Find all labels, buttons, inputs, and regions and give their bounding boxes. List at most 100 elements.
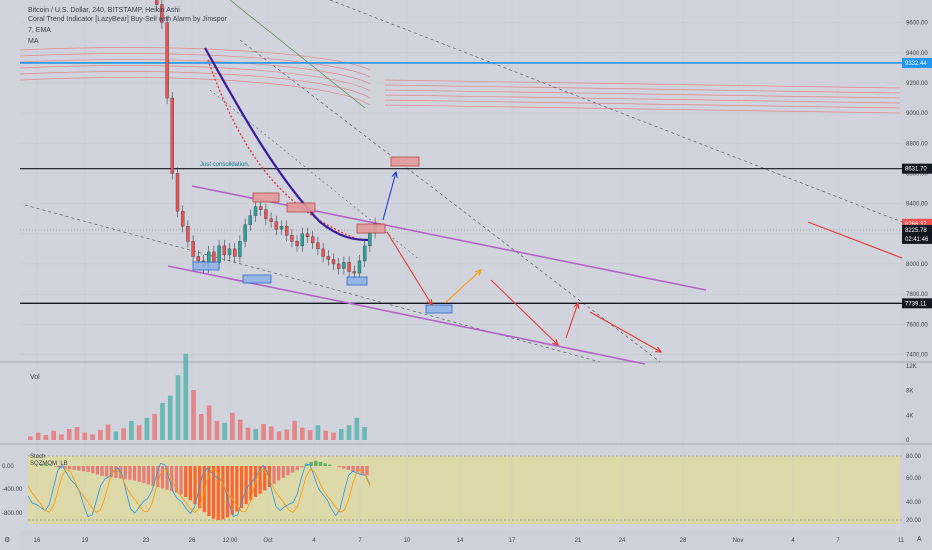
volume-pane[interactable] [28, 353, 367, 440]
sqzmom-bar[interactable] [365, 466, 369, 476]
sqzmom-bar[interactable] [146, 466, 151, 485]
red-arrow[interactable] [386, 231, 433, 306]
sqzmom-bar[interactable] [304, 464, 309, 466]
volume-bar[interactable] [362, 427, 367, 440]
candle-body[interactable] [285, 226, 289, 236]
price-tag[interactable] [902, 224, 932, 235]
sqzmom-bar[interactable] [160, 466, 165, 489]
sqzmom-bar[interactable] [207, 466, 211, 517]
sqzmom-bar[interactable] [281, 466, 285, 478]
candle-body[interactable] [316, 242, 320, 250]
candle-body[interactable] [259, 206, 263, 210]
candle-body[interactable] [274, 221, 278, 230]
candle-body[interactable] [253, 206, 258, 216]
candle-body[interactable] [154, 0, 159, 5]
candle-body[interactable] [191, 241, 195, 257]
sqzmom-bar[interactable] [351, 466, 355, 472]
sqzmom-bar[interactable] [132, 466, 137, 481]
candle-body[interactable] [347, 262, 351, 272]
volume-bar[interactable] [160, 403, 165, 440]
channel-upper[interactable] [191, 185, 707, 291]
sqzmom-bar[interactable] [286, 466, 290, 476]
sqzmom-bar[interactable] [63, 466, 67, 469]
candle-body[interactable] [238, 241, 242, 257]
candle-body[interactable] [363, 245, 367, 262]
sqzmom-bar[interactable] [188, 466, 192, 501]
volume-bar[interactable] [121, 428, 126, 440]
sqzmom-bar[interactable] [53, 466, 58, 467]
volume-bar[interactable] [354, 417, 360, 440]
candle-body[interactable] [175, 173, 180, 212]
sqzmom-bar[interactable] [235, 466, 239, 512]
sqzmom-bar[interactable] [128, 466, 132, 480]
orange-arrow[interactable] [444, 269, 482, 304]
sqzmom-bar[interactable] [258, 466, 262, 494]
volume-bar[interactable] [152, 414, 158, 440]
sqzmom-bar[interactable] [253, 466, 258, 497]
volume-bar[interactable] [82, 432, 88, 440]
overlay[interactable] [192, 47, 663, 353]
sqzmom-bar[interactable] [230, 466, 234, 515]
volume-bar[interactable] [261, 423, 266, 440]
sqzmom-bar[interactable] [337, 466, 341, 468]
volume-bar[interactable] [167, 395, 173, 440]
volume-bar[interactable] [222, 422, 227, 440]
sqzmom-bar[interactable] [346, 466, 351, 470]
candle-body[interactable] [180, 210, 185, 227]
candle-body[interactable] [186, 226, 190, 242]
sqzmom-bar[interactable] [58, 466, 62, 468]
red-arrow[interactable] [490, 279, 559, 346]
timezone-icon[interactable]: ⚙ [4, 537, 11, 544]
sqzmom-bar[interactable] [300, 466, 304, 468]
candle-body[interactable] [227, 248, 232, 256]
volume-bar[interactable] [105, 424, 111, 440]
volume-bar[interactable] [315, 425, 321, 440]
candle-body[interactable] [342, 262, 346, 269]
sell-zone-box[interactable] [390, 156, 420, 167]
legend-ema[interactable]: 7, EMA [28, 27, 51, 34]
sqzmom-bar[interactable] [156, 466, 160, 488]
sqzmom-bar[interactable] [225, 466, 230, 518]
sqzmom-bar[interactable] [216, 466, 220, 521]
sqzmom-bar[interactable] [309, 462, 313, 466]
volume-bar[interactable] [268, 426, 274, 440]
candle-body[interactable] [165, 22, 169, 99]
sqzmom-bar[interactable] [267, 466, 271, 488]
candle-body[interactable] [295, 241, 299, 247]
volume-bar[interactable] [214, 420, 220, 440]
volume-bar[interactable] [237, 419, 243, 440]
annotation-note[interactable]: Just consolidation. [200, 162, 250, 168]
volume-bar[interactable] [245, 427, 251, 440]
volume-bar[interactable] [90, 434, 95, 440]
volume-bar[interactable] [43, 435, 49, 440]
sqzmom-bar[interactable] [67, 466, 72, 470]
candle-body[interactable] [248, 215, 253, 225]
volume-bar[interactable] [230, 412, 235, 440]
red-arrow[interactable] [565, 302, 579, 339]
volume-bar[interactable] [51, 430, 56, 440]
volume-bar[interactable] [66, 428, 72, 440]
sqzmom-bar[interactable] [318, 462, 323, 466]
sqzmom-bar[interactable] [81, 466, 86, 472]
volume-bar[interactable] [292, 420, 297, 440]
sqzmom-bar[interactable] [342, 466, 346, 469]
price-axis[interactable] [902, 0, 932, 550]
candle-body[interactable] [311, 236, 315, 244]
sqzmom-bar[interactable] [193, 466, 197, 505]
legend-title[interactable]: Bitcoin / U.S. Dollar, 240, BITSTAMP, He… [28, 7, 180, 14]
candle-body[interactable] [160, 4, 164, 23]
candle-body[interactable] [264, 209, 268, 219]
stoch-k-line[interactable] [27, 462, 371, 518]
candle-body[interactable] [279, 226, 284, 230]
sqzmom-bar[interactable] [202, 466, 206, 513]
buy-zone-box[interactable] [346, 276, 368, 286]
candle-body[interactable] [232, 248, 237, 257]
candle-body[interactable] [331, 259, 336, 265]
candle-body[interactable] [243, 224, 247, 242]
candle-body[interactable] [305, 233, 310, 238]
sqzmom-bar[interactable] [105, 466, 109, 477]
volume-bar[interactable] [28, 436, 33, 440]
volume-bar[interactable] [206, 405, 212, 440]
candle-body[interactable] [222, 245, 227, 256]
price-tag[interactable] [902, 218, 932, 229]
